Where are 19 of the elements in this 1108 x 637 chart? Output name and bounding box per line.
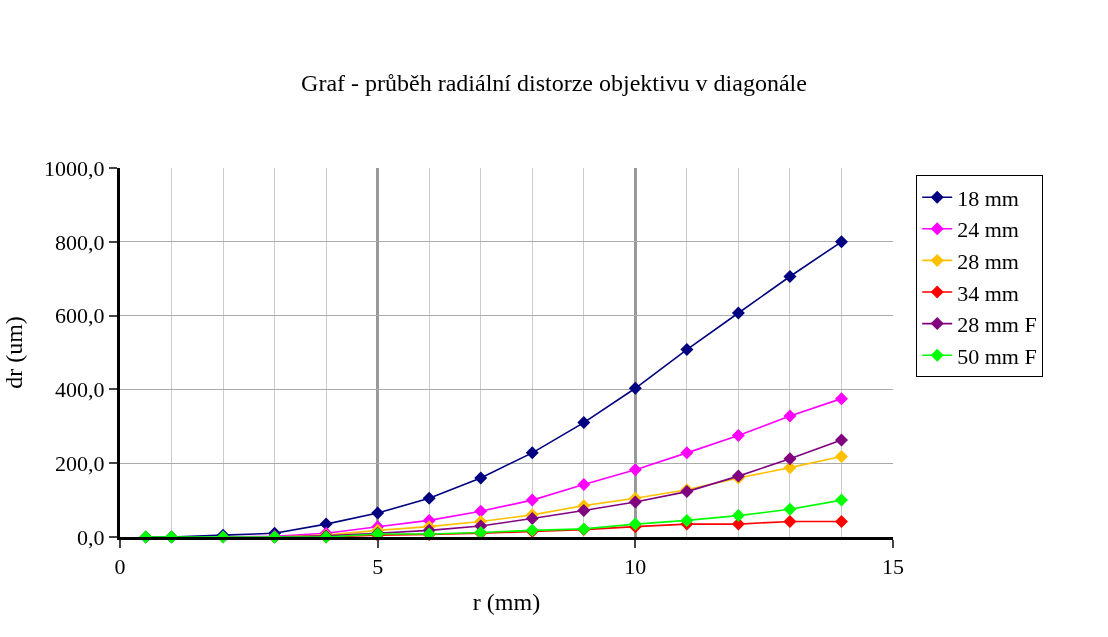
legend-label: 50 mm F (957, 343, 1037, 369)
y-axis-title: dr (um) (1, 316, 28, 389)
x-tick-label: 0 (114, 554, 126, 580)
y-tick-label: 200,0 (55, 450, 105, 476)
y-tick-label: 800,0 (55, 229, 105, 255)
x-tick-label: 15 (882, 554, 904, 580)
x-axis-title: r (mm) (472, 588, 541, 615)
legend-label: 28 mm F (957, 312, 1037, 338)
legend-label: 18 mm (957, 185, 1019, 211)
x-tick-label: 10 (624, 554, 647, 580)
y-tick-label: 600,0 (55, 303, 105, 329)
legend-label: 34 mm (957, 280, 1019, 306)
legend-label: 28 mm (957, 248, 1019, 274)
x-tick-label: 5 (372, 554, 384, 580)
chart-title: Graf - průběh radiální distorze objektivu v diagonále (301, 70, 807, 97)
legend-label: 24 mm (957, 217, 1019, 243)
y-tick-label: 0,0 (77, 524, 105, 550)
y-tick-label: 400,0 (55, 377, 105, 403)
y-tick-label: 1000,0 (44, 155, 105, 181)
